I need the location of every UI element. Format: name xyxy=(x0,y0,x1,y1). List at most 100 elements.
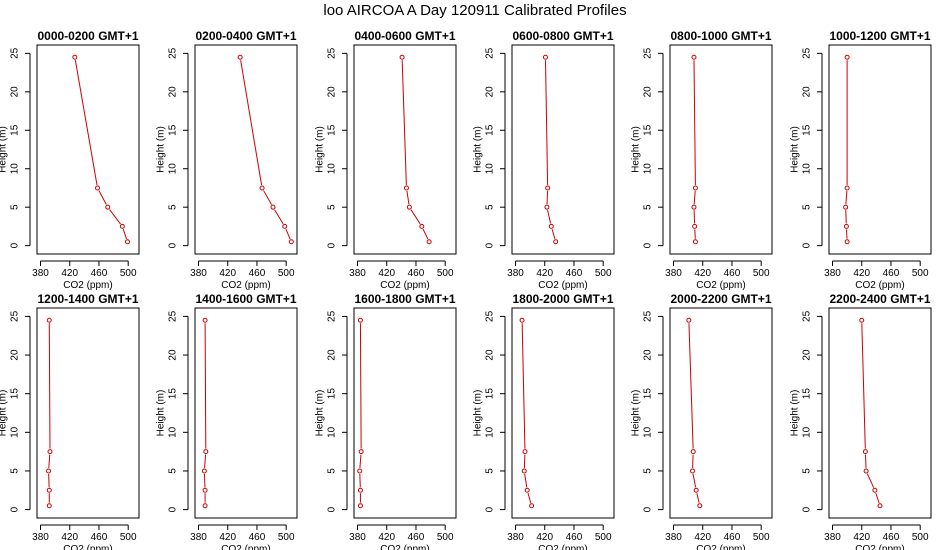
series-segment xyxy=(204,454,207,469)
data-point xyxy=(690,468,695,474)
y-tick-label: 0 xyxy=(643,242,654,248)
data-point xyxy=(105,204,111,210)
series-segment xyxy=(845,190,848,205)
series-segment xyxy=(693,210,696,224)
x-tick-label: 380 xyxy=(190,532,207,543)
panel-title: 0400-0600 GMT+1 xyxy=(354,29,455,43)
series-segment xyxy=(545,60,549,185)
series-segment xyxy=(406,190,410,205)
data-point xyxy=(686,317,692,323)
series-segment xyxy=(48,454,51,469)
plot-frame xyxy=(828,44,932,255)
y-tick-label: 5 xyxy=(643,468,654,474)
series-segment xyxy=(48,473,50,488)
y-tick-label: 15 xyxy=(802,388,813,400)
y-tick-label: 25 xyxy=(802,47,813,59)
data-point xyxy=(877,503,883,509)
series-segment xyxy=(693,190,696,205)
data-point xyxy=(46,317,52,323)
series-segment xyxy=(861,323,866,449)
data-point xyxy=(872,487,878,493)
panel-2: 0200-0400 GMT+1 380 420 460 500 CO2 (ppm) 0 5 10… xyxy=(156,29,298,291)
data-point xyxy=(72,54,78,60)
data-point xyxy=(419,223,425,229)
y-tick-label: 0 xyxy=(168,506,179,512)
x-tick-label: 460 xyxy=(566,532,583,543)
panel-10: 1800-2000 GMT+1 380 420 460 500 CO2 (ppm) 0 5 10… xyxy=(473,292,615,550)
y-tick-label: 15 xyxy=(485,388,496,400)
data-point xyxy=(545,185,551,191)
y-tick-label: 15 xyxy=(10,388,21,400)
y-tick-label: 0 xyxy=(327,506,338,512)
panel-title: 0200-0400 GMT+1 xyxy=(195,29,296,43)
y-tick-label: 20 xyxy=(485,86,496,98)
x-axis-label: CO2 (ppm) xyxy=(221,544,270,550)
panel-9: 1600-1800 GMT+1 380 420 460 500 CO2 (ppm) 0 5 10… xyxy=(315,292,457,550)
series-segment xyxy=(48,323,51,449)
data-point xyxy=(201,468,207,474)
x-tick-label: 460 xyxy=(724,532,741,543)
y-axis-label: Height (m) xyxy=(631,126,642,173)
y-tick-label: 25 xyxy=(485,310,496,322)
y-tick-label: 25 xyxy=(10,47,21,59)
series-segment xyxy=(359,473,361,488)
panel-title: 1000-1200 GMT+1 xyxy=(829,29,930,43)
series-segment xyxy=(285,228,291,240)
x-tick-label: 420 xyxy=(694,532,711,543)
panel-title: 0600-0800 GMT+1 xyxy=(512,29,613,43)
x-tick-label: 420 xyxy=(61,268,78,279)
y-tick-label: 15 xyxy=(168,124,179,136)
panel-title: 1400-1600 GMT+1 xyxy=(195,292,296,306)
data-point xyxy=(357,487,363,493)
y-tick-label: 5 xyxy=(327,468,338,474)
y-tick-label: 5 xyxy=(10,204,21,210)
data-point xyxy=(529,503,535,509)
y-tick-label: 15 xyxy=(802,124,813,136)
plot-frame xyxy=(511,307,615,519)
y-tick-label: 25 xyxy=(643,310,654,322)
y-tick-label: 25 xyxy=(327,310,338,322)
y-axis-label: Height (m) xyxy=(473,126,484,173)
x-axis-label: CO2 (ppm) xyxy=(63,280,112,291)
x-tick-label: 460 xyxy=(91,532,108,543)
x-tick-label: 460 xyxy=(724,268,741,279)
y-axis-label: Height (m) xyxy=(473,390,484,437)
y-tick-label: 5 xyxy=(802,204,813,210)
y-tick-label: 5 xyxy=(168,204,179,210)
x-tick-label: 460 xyxy=(249,268,266,279)
x-tick-label: 500 xyxy=(120,268,137,279)
panel-title: 2200-2400 GMT+1 xyxy=(829,292,930,306)
panel-3: 0400-0600 GMT+1 380 420 460 500 CO2 (ppm) 0 5 10… xyxy=(315,29,457,291)
x-axis-label: CO2 (ppm) xyxy=(380,544,429,550)
panel-5: 0800-1000 GMT+1 380 420 460 500 CO2 (ppm) 0 5 10… xyxy=(631,29,773,291)
series-segment xyxy=(274,209,284,225)
series-segment xyxy=(74,60,98,186)
x-axis-label: CO2 (ppm) xyxy=(696,544,745,550)
series-segment xyxy=(696,493,700,503)
x-axis-label: CO2 (ppm) xyxy=(63,544,112,550)
series-segment xyxy=(692,454,694,468)
data-point xyxy=(399,54,405,60)
y-tick-label: 25 xyxy=(10,310,21,322)
x-tick-label: 380 xyxy=(665,268,682,279)
y-tick-label: 10 xyxy=(327,426,338,438)
data-point xyxy=(259,185,265,191)
plot-frame xyxy=(36,307,140,519)
y-axis-label: Height (m) xyxy=(315,126,326,173)
data-point xyxy=(697,503,703,509)
x-tick-label: 420 xyxy=(853,268,870,279)
x-tick-label: 380 xyxy=(190,268,207,279)
x-tick-label: 420 xyxy=(61,532,78,543)
y-tick-label: 5 xyxy=(802,468,813,474)
y-tick-label: 15 xyxy=(168,388,179,400)
y-tick-label: 25 xyxy=(327,47,338,59)
data-point xyxy=(282,223,288,229)
y-tick-label: 25 xyxy=(485,47,496,59)
y-tick-label: 25 xyxy=(168,47,179,59)
data-point xyxy=(859,317,865,323)
y-tick-label: 20 xyxy=(10,86,21,98)
y-tick-label: 10 xyxy=(643,163,654,175)
series-segment xyxy=(864,454,867,468)
x-tick-label: 500 xyxy=(753,268,770,279)
